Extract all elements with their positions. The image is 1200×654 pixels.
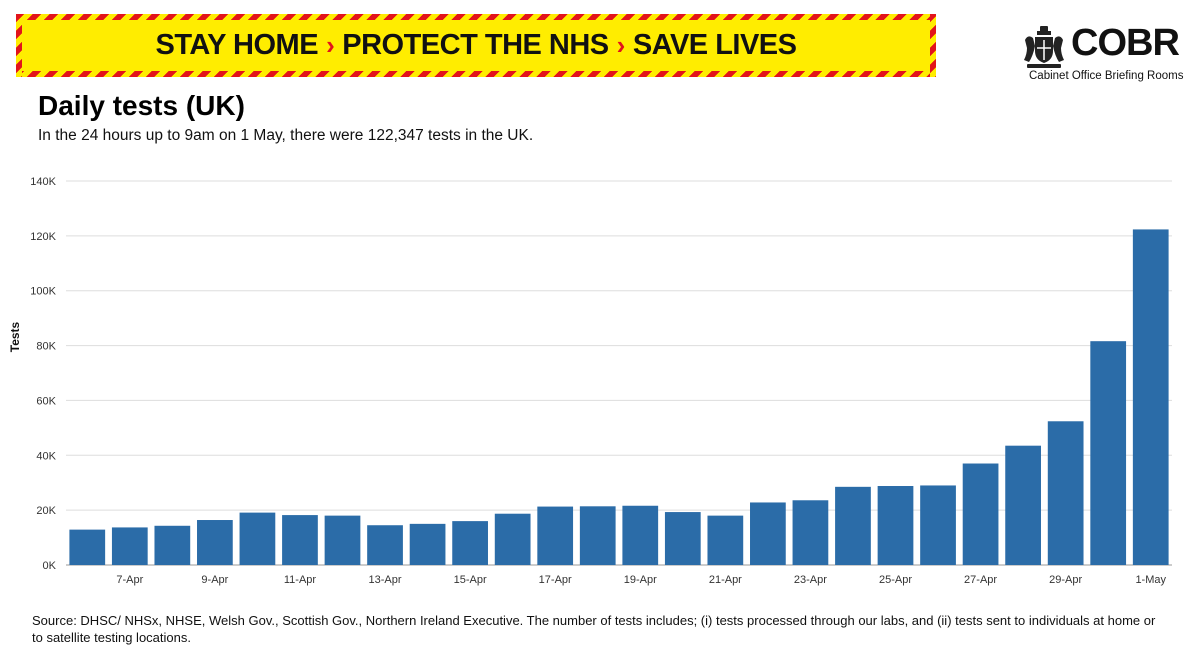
page-title: Daily tests (UK) bbox=[38, 90, 245, 121]
bar-12-Apr bbox=[324, 515, 361, 565]
x-tick-label: 1-May bbox=[1135, 574, 1166, 586]
logo-subtitle: Cabinet Office Briefing Rooms bbox=[1029, 70, 1184, 82]
bar-21-Apr bbox=[707, 515, 744, 565]
slogan-part-save-lives: SAVE LIVES bbox=[632, 29, 797, 61]
y-tick-label: 100K bbox=[30, 286, 56, 298]
cobr-logo: COBR Cabinet Office Briefing Rooms bbox=[1011, 14, 1186, 94]
bar-7-Apr bbox=[111, 527, 148, 565]
x-tick-label: 25-Apr bbox=[879, 574, 912, 586]
y-tick-label: 120K bbox=[30, 231, 56, 243]
x-tick-label: 19-Apr bbox=[624, 574, 657, 586]
logo-wordmark: COBR bbox=[1071, 22, 1180, 64]
banner-stripe-left bbox=[16, 14, 22, 77]
bar-6-Apr bbox=[69, 529, 106, 565]
bar-16-Apr bbox=[494, 513, 531, 565]
bar-15-Apr bbox=[452, 521, 488, 565]
bar-29-Apr bbox=[1047, 421, 1084, 565]
x-tick-label: 15-Apr bbox=[454, 574, 487, 586]
bar-1-May bbox=[1132, 229, 1169, 565]
banner-stripe-bottom bbox=[16, 71, 936, 77]
slogan-text: STAY HOME › PROTECT THE NHS › SAVE LIVES bbox=[156, 29, 797, 62]
y-axis-label: Tests bbox=[8, 321, 22, 352]
page-subtitle: In the 24 hours up to 9am on 1 May, ther… bbox=[38, 127, 534, 144]
bar-19-Apr bbox=[622, 505, 659, 565]
bar-18-Apr bbox=[579, 506, 616, 565]
bar-24-Apr bbox=[835, 486, 871, 565]
x-tick-label: 27-Apr bbox=[964, 574, 997, 586]
x-tick-label: 17-Apr bbox=[539, 574, 572, 586]
slogan-part-protect-nhs: PROTECT THE NHS bbox=[342, 29, 609, 61]
bar-8-Apr bbox=[154, 525, 191, 565]
bar-23-Apr bbox=[792, 500, 829, 565]
source-note: Source: DHSC/ NHSx, NHSE, Welsh Gov., Sc… bbox=[32, 613, 1156, 645]
chevron-right-icon: › bbox=[616, 30, 626, 60]
x-tick-label: 13-Apr bbox=[369, 574, 402, 586]
x-tick-label: 23-Apr bbox=[794, 574, 827, 586]
bar-17-Apr bbox=[537, 506, 574, 565]
y-tick-label: 20K bbox=[36, 505, 56, 517]
bar-25-Apr bbox=[877, 486, 914, 565]
banner-stripe-right bbox=[930, 14, 936, 77]
slogan-banner: STAY HOME › PROTECT THE NHS › SAVE LIVES bbox=[16, 14, 936, 77]
x-tick-label: 11-Apr bbox=[284, 574, 317, 586]
daily-tests-bar-chart: 0K 20K 40K 60K 80K 100K 120K 140K 7-Apr 9-Apr 11-… bbox=[8, 176, 1172, 586]
bar-9-Apr bbox=[197, 520, 233, 565]
banner-stripe-top bbox=[16, 14, 936, 20]
bar-11-Apr bbox=[282, 515, 318, 565]
chevron-right-icon: › bbox=[326, 30, 335, 60]
bar-14-Apr bbox=[409, 523, 446, 565]
x-tick-label: 7-Apr bbox=[116, 574, 143, 586]
bar-10-Apr bbox=[239, 512, 276, 565]
bar-30-Apr bbox=[1090, 341, 1127, 565]
bar-20-Apr bbox=[664, 512, 701, 565]
y-tick-label: 140K bbox=[30, 176, 56, 188]
y-tick-label: 40K bbox=[36, 450, 56, 462]
x-tick-label: 29-Apr bbox=[1049, 574, 1082, 586]
y-tick-label: 60K bbox=[36, 395, 56, 407]
bar-26-Apr bbox=[920, 485, 956, 565]
bar-13-Apr bbox=[367, 525, 403, 565]
x-tick-label: 9-Apr bbox=[201, 574, 228, 586]
bar-27-Apr bbox=[962, 463, 999, 565]
x-tick-label: 21-Apr bbox=[709, 574, 742, 586]
slogan-part-stay-home: STAY HOME bbox=[155, 29, 319, 61]
royal-crest-icon bbox=[1024, 26, 1064, 68]
y-tick-label: 80K bbox=[36, 341, 56, 353]
bar-28-Apr bbox=[1005, 445, 1041, 565]
bar-22-Apr bbox=[750, 502, 786, 565]
y-tick-label: 0K bbox=[43, 560, 57, 572]
